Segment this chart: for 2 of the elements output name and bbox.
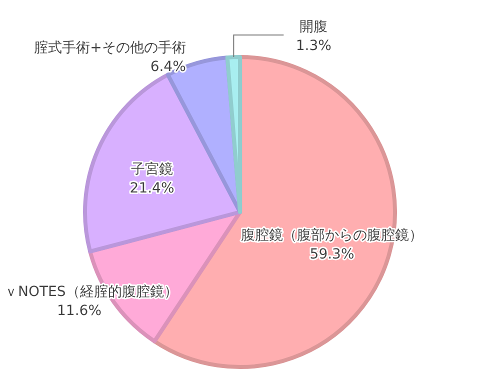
data-label: 1.3% [296,38,332,54]
slice-label: 開腹 [300,19,328,35]
